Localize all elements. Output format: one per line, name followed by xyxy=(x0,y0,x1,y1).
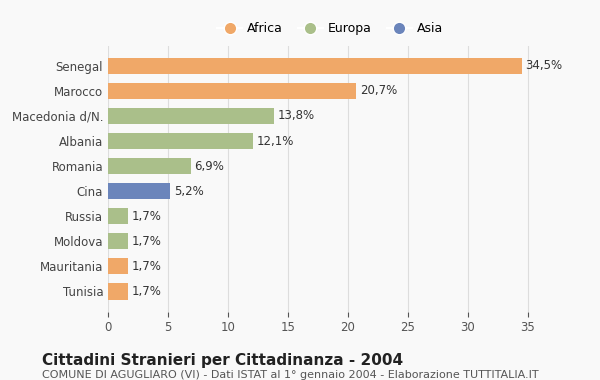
Text: Cittadini Stranieri per Cittadinanza - 2004: Cittadini Stranieri per Cittadinanza - 2… xyxy=(42,353,403,368)
Text: 1,7%: 1,7% xyxy=(132,235,162,248)
Text: 1,7%: 1,7% xyxy=(132,210,162,223)
Bar xyxy=(108,158,191,174)
Text: 13,8%: 13,8% xyxy=(277,109,314,122)
Text: 5,2%: 5,2% xyxy=(174,185,204,198)
Text: 6,9%: 6,9% xyxy=(194,160,224,173)
Legend: Africa, Europa, Asia: Africa, Europa, Asia xyxy=(212,17,448,40)
Text: 12,1%: 12,1% xyxy=(257,135,294,147)
Bar xyxy=(108,108,274,124)
Text: 1,7%: 1,7% xyxy=(132,285,162,298)
Text: 1,7%: 1,7% xyxy=(132,260,162,273)
Text: 20,7%: 20,7% xyxy=(360,84,397,97)
Text: COMUNE DI AGUGLIARO (VI) - Dati ISTAT al 1° gennaio 2004 - Elaborazione TUTTITAL: COMUNE DI AGUGLIARO (VI) - Dati ISTAT al… xyxy=(42,370,539,380)
Bar xyxy=(108,183,170,199)
Bar xyxy=(108,133,253,149)
Bar xyxy=(108,233,128,249)
Bar xyxy=(108,208,128,224)
Bar xyxy=(108,283,128,299)
Bar xyxy=(108,258,128,274)
Bar xyxy=(108,58,522,74)
Bar xyxy=(108,83,356,99)
Text: 34,5%: 34,5% xyxy=(526,59,563,72)
